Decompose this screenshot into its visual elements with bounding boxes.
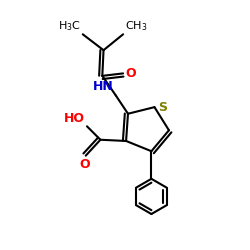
- Text: CH$_3$: CH$_3$: [125, 19, 148, 33]
- Text: HO: HO: [64, 112, 84, 125]
- Text: O: O: [79, 158, 90, 171]
- Text: H$_3$C: H$_3$C: [58, 19, 81, 33]
- Text: O: O: [126, 67, 136, 80]
- Text: S: S: [158, 101, 167, 114]
- Text: HN: HN: [93, 80, 114, 94]
